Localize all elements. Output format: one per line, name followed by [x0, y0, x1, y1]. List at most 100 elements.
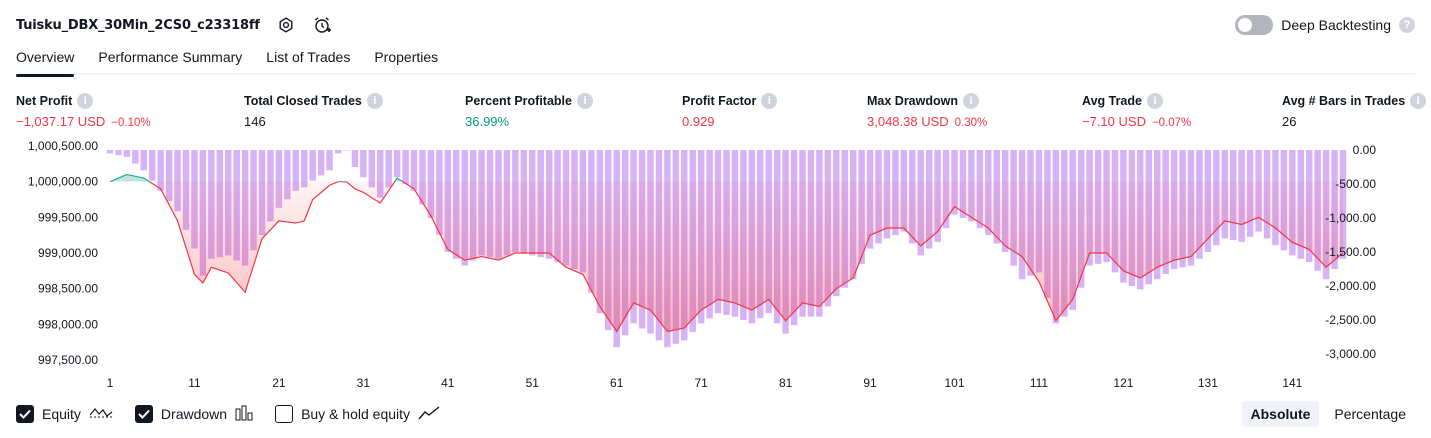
equity-positive-area: [110, 174, 403, 182]
info-icon[interactable]: i: [366, 93, 383, 109]
alarm-clock-add-icon[interactable]: [312, 15, 332, 35]
info-icon[interactable]: i: [576, 93, 593, 109]
chart-legend-bar: Equity Drawdown Buy & hold equity Absolu…: [16, 401, 1416, 427]
y-axis-left: 1,000,500.00 1,000,000.00 999,500.00 999,00…: [28, 139, 98, 367]
x-tick-label: 31: [357, 376, 371, 390]
stat-label: Total Closed Trades i: [244, 93, 383, 109]
x-tick-label: 111: [1030, 376, 1049, 390]
drawdown-bar: [360, 150, 367, 178]
x-tick-label: 51: [526, 376, 540, 390]
stat-value: −1,037.17 USD −0.10%: [16, 114, 151, 129]
stat-label: Percent Profitable i: [465, 93, 593, 109]
x-tick-label: 91: [863, 376, 877, 390]
settings-icon[interactable]: [276, 15, 296, 35]
drawdown-bar: [368, 150, 376, 188]
stat-label: Avg # Bars in Trades i: [1282, 93, 1427, 109]
stats-row: Net Profit i −1,037.17 USD −0.10% Total Cl…: [16, 93, 1427, 133]
tab-overview[interactable]: Overview: [16, 46, 75, 77]
drawdown-bar: [393, 150, 401, 178]
drawdown-bar: [157, 150, 164, 191]
absolute-button[interactable]: Absolute: [1241, 401, 1320, 427]
stat-label-text: Net Profit: [16, 94, 73, 108]
stat-value: 36.99%: [465, 114, 510, 129]
bar-chart-icon: [235, 405, 253, 424]
y-axis-right: 0.00 -500.00 -1,000.00 -1,500.00 -2,000.00 -2…: [1325, 143, 1376, 361]
tab-properties[interactable]: Properties: [374, 49, 439, 65]
y-right-tick-label: 0.00: [1353, 143, 1377, 157]
y-left-tick-label: 999,500.00: [38, 210, 98, 224]
stat-value: 0.929: [682, 114, 715, 129]
equity-fills: [110, 174, 1343, 332]
stat-label: Avg Trade i: [1082, 93, 1191, 109]
equity-drawdown-chart[interactable]: 1,000,500.00 1,000,000.00 999,500.00 999,00…: [0, 138, 1431, 394]
drawdown-label: Drawdown: [160, 406, 228, 422]
y-right-tick-label: -2,000.00: [1325, 279, 1376, 293]
info-icon[interactable]: i: [1410, 93, 1427, 109]
x-tick-label: 41: [441, 376, 455, 390]
equity-line-negative: [109, 181, 1344, 333]
stat-total-closed-trades: Total Closed Trades i 146: [244, 93, 383, 129]
stat-label-text: Max Drawdown: [867, 94, 958, 108]
stat-value-text: 3,048.38 USD: [867, 114, 949, 129]
drawdown-bar: [402, 150, 409, 184]
y-left-tick-label: 1,000,500.00: [28, 139, 98, 153]
tab-list-of-trades[interactable]: List of Trades: [266, 49, 351, 65]
equity-checkbox[interactable]: [16, 405, 34, 423]
tab-performance-summary[interactable]: Performance Summary: [98, 49, 243, 65]
drawdown-bar: [326, 150, 333, 171]
percentage-button[interactable]: Percentage: [1334, 406, 1406, 422]
report-tabs: Overview Performance Summary List of Tra…: [16, 46, 1415, 77]
drawdown-checkbox[interactable]: [134, 405, 153, 423]
buyhold-toggle[interactable]: Buy & hold equity: [275, 405, 440, 424]
drawdown-bar: [309, 150, 316, 181]
buyhold-checkbox[interactable]: [275, 405, 294, 423]
drawdown-bar: [284, 150, 291, 200]
drawdown-bar: [419, 150, 426, 205]
y-right-tick-label: -2,500.00: [1325, 313, 1376, 327]
equity-label: Equity: [42, 406, 81, 422]
drawdown-bar: [351, 150, 359, 167]
info-icon[interactable]: i: [1146, 93, 1163, 109]
info-icon[interactable]: i: [77, 93, 94, 109]
stat-label-text: Avg Trade: [1082, 94, 1142, 108]
strategy-header: Tuisku_DBX_30Min_2CS0_c23318ff Deep Back…: [16, 12, 1415, 38]
drawdown-toggle[interactable]: Drawdown: [134, 405, 253, 424]
drawdown-bar: [301, 150, 308, 188]
y-left-tick-label: 997,500.00: [38, 353, 98, 367]
drawdown-bar: [174, 150, 181, 212]
stat-value: 26: [1282, 114, 1297, 129]
y-left-tick-label: 998,500.00: [38, 282, 98, 296]
stat-label-text: Avg # Bars in Trades: [1282, 94, 1406, 108]
stat-net-profit: Net Profit i −1,037.17 USD −0.10%: [16, 93, 151, 129]
drawdown-bar: [149, 150, 156, 181]
y-right-tick-label: -500.00: [1335, 177, 1376, 191]
drawdown-bar: [115, 150, 122, 156]
info-icon[interactable]: i: [963, 93, 979, 109]
stat-label: Net Profit i: [16, 93, 151, 109]
x-tick-label: 141: [1282, 376, 1302, 390]
stat-label: Profit Factor i: [682, 93, 778, 109]
drawdown-bar: [1339, 150, 1347, 259]
drawdown-bar: [123, 150, 131, 157]
drawdown-bar: [343, 150, 350, 151]
x-tick-label: 121: [1113, 376, 1133, 390]
stat-percent-profitable: Percent Profitable i 36.99%: [465, 93, 593, 129]
stat-label-text: Profit Factor: [682, 94, 757, 108]
drawdown-bar: [334, 150, 342, 154]
deep-backtesting-toggle[interactable]: [1235, 15, 1274, 35]
drawdown-bar: [140, 150, 148, 171]
equity-toggle[interactable]: Equity: [16, 405, 113, 424]
equity-lines: [109, 173, 1344, 333]
stat-profit-factor: Profit Factor i 0.929: [682, 93, 778, 129]
y-right-tick-label: -3,000.00: [1325, 347, 1376, 361]
stat-avg-trade: Avg Trade i −7.10 USD −0.07%: [1082, 93, 1191, 129]
y-right-tick-label: -1,000.00: [1325, 211, 1376, 225]
info-icon[interactable]: i: [761, 93, 778, 109]
buyhold-label: Buy & hold equity: [301, 406, 411, 422]
x-tick-label: 61: [610, 376, 624, 390]
x-tick-label: 11: [188, 376, 201, 390]
drawdown-bar: [132, 150, 139, 164]
value-mode-toggle: Absolute Percentage: [1241, 401, 1416, 427]
equity-negative-area: [110, 181, 1343, 332]
help-icon[interactable]: ?: [1399, 17, 1415, 33]
